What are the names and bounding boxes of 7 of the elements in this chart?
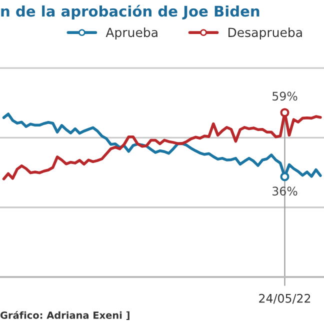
data-label: 59%	[272, 92, 298, 101]
legend-label: Desaprueba	[228, 27, 302, 40]
text: Gráfico: Adriana Exeni ]	[0, 310, 130, 320]
chart-title: n de la aprobación de Joe Biden	[1, 4, 260, 20]
legend-label: Aprueba	[106, 27, 158, 40]
data-label: 36%	[272, 186, 298, 196]
text: 24/05/22	[259, 294, 310, 304]
